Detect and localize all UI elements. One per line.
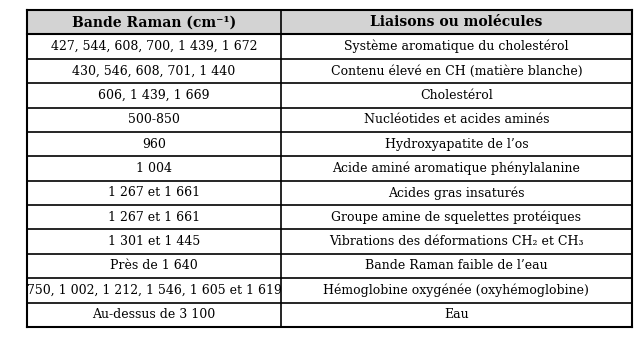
Text: Hémoglobine oxygénée (oxyhémoglobine): Hémoglobine oxygénée (oxyhémoglobine) <box>323 284 590 297</box>
Text: Vibrations des déformations CH₂ et CH₃: Vibrations des déformations CH₂ et CH₃ <box>329 235 584 248</box>
Text: Liaisons ou molécules: Liaisons ou molécules <box>370 15 542 29</box>
Bar <box>27 83 281 108</box>
Text: Système aromatique du cholestérol: Système aromatique du cholestérol <box>344 40 568 53</box>
Bar <box>281 229 632 254</box>
Text: Groupe amine de squelettes protéiques: Groupe amine de squelettes protéiques <box>331 211 581 224</box>
Bar <box>27 181 281 205</box>
Bar <box>281 303 632 327</box>
Text: 1 267 et 1 661: 1 267 et 1 661 <box>108 186 200 200</box>
Bar <box>281 10 632 34</box>
Bar <box>27 59 281 83</box>
Text: Près de 1 640: Près de 1 640 <box>110 259 198 273</box>
Bar <box>281 156 632 181</box>
Bar <box>27 278 281 303</box>
Text: 960: 960 <box>142 137 166 151</box>
Text: Nucléotides et acides aminés: Nucléotides et acides aminés <box>364 113 549 126</box>
Text: Bande Raman (cm⁻¹): Bande Raman (cm⁻¹) <box>72 15 236 29</box>
Text: Au-dessus de 3 100: Au-dessus de 3 100 <box>93 308 216 321</box>
Text: 1 267 et 1 661: 1 267 et 1 661 <box>108 211 200 224</box>
Bar <box>281 59 632 83</box>
Text: 606, 1 439, 1 669: 606, 1 439, 1 669 <box>98 89 210 102</box>
Bar <box>27 34 281 59</box>
Bar <box>281 108 632 132</box>
Text: 1 301 et 1 445: 1 301 et 1 445 <box>108 235 200 248</box>
Bar <box>27 108 281 132</box>
Text: Eau: Eau <box>444 308 469 321</box>
Text: 430, 546, 608, 701, 1 440: 430, 546, 608, 701, 1 440 <box>72 64 235 78</box>
Bar <box>27 156 281 181</box>
Bar <box>281 34 632 59</box>
Bar <box>281 83 632 108</box>
Bar <box>281 278 632 303</box>
Text: Contenu élevé en CH (matière blanche): Contenu élevé en CH (matière blanche) <box>330 64 582 78</box>
Text: Acide aminé aromatique phénylalanine: Acide aminé aromatique phénylalanine <box>332 162 581 175</box>
Text: 1 004: 1 004 <box>136 162 172 175</box>
Text: Cholestérol: Cholestérol <box>420 89 493 102</box>
Bar <box>27 10 281 34</box>
Bar <box>27 132 281 156</box>
Text: 427, 544, 608, 700, 1 439, 1 672: 427, 544, 608, 700, 1 439, 1 672 <box>50 40 257 53</box>
Bar <box>27 254 281 278</box>
Bar <box>27 229 281 254</box>
Text: Bande Raman faible de l’eau: Bande Raman faible de l’eau <box>365 259 547 273</box>
Bar <box>27 303 281 327</box>
Text: 500-850: 500-850 <box>128 113 180 126</box>
Bar <box>281 181 632 205</box>
Text: 750, 1 002, 1 212, 1 546, 1 605 et 1 619: 750, 1 002, 1 212, 1 546, 1 605 et 1 619 <box>27 284 281 297</box>
Bar <box>27 205 281 229</box>
Bar <box>281 132 632 156</box>
Bar <box>281 254 632 278</box>
Text: Hydroxyapatite de l’os: Hydroxyapatite de l’os <box>385 137 528 151</box>
Bar <box>281 205 632 229</box>
Text: Acides gras insaturés: Acides gras insaturés <box>388 186 524 200</box>
